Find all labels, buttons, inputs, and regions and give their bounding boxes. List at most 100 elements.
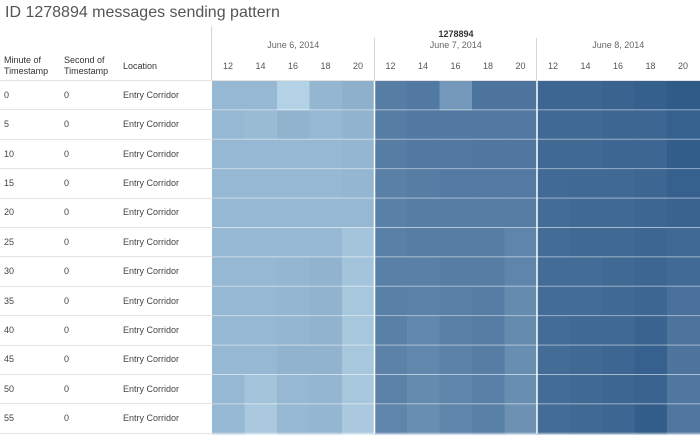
heatmap-cell[interactable] [472,169,505,200]
heatmap-cell[interactable] [407,81,440,111]
heatmap-cell[interactable] [569,81,603,111]
heatmap-cell[interactable] [212,257,245,288]
heatmap-cell[interactable] [212,228,245,258]
heatmap-cell[interactable] [602,286,635,317]
heatmap-cell[interactable] [472,81,505,111]
heatmap-cell[interactable] [504,169,538,200]
heatmap-cell[interactable] [244,257,278,288]
heatmap-cell[interactable] [537,316,570,347]
heatmap-cell[interactable] [602,110,635,141]
heatmap-cell[interactable] [504,375,538,405]
heatmap-cell[interactable] [407,257,440,288]
heatmap-cell[interactable] [667,257,700,288]
heatmap-cell[interactable] [309,316,343,347]
heatmap-cell[interactable] [244,81,278,111]
heatmap-cell[interactable] [244,169,278,200]
heatmap-cell[interactable] [244,110,278,141]
heatmap-cell[interactable] [407,316,440,347]
heatmap-cell[interactable] [374,198,408,229]
heatmap-cell[interactable] [667,110,700,141]
heatmap-cell[interactable] [537,110,570,141]
heatmap-cell[interactable] [309,375,343,405]
heatmap-cell[interactable] [342,375,375,405]
heatmap-cell[interactable] [439,169,473,200]
heatmap-cell[interactable] [309,345,343,376]
heatmap-cell[interactable] [472,110,505,141]
heatmap-cell[interactable] [634,257,668,288]
heatmap-cell[interactable] [504,139,538,170]
heatmap-cell[interactable] [504,316,538,347]
heatmap-cell[interactable] [439,139,473,170]
heatmap-cell[interactable] [342,404,375,435]
heatmap-cell[interactable] [342,110,375,141]
heatmap-cell[interactable] [309,228,343,258]
heatmap-cell[interactable] [439,316,473,347]
heatmap-cell[interactable] [537,286,570,317]
heatmap-cell[interactable] [537,81,570,111]
heatmap-cell[interactable] [569,316,603,347]
heatmap-cell[interactable] [602,316,635,347]
heatmap-cell[interactable] [212,139,245,170]
heatmap-cell[interactable] [244,316,278,347]
heatmap-cell[interactable] [537,169,570,200]
heatmap-cell[interactable] [439,228,473,258]
heatmap-cell[interactable] [244,198,278,229]
heatmap-cell[interactable] [537,375,570,405]
heatmap-cell[interactable] [569,404,603,435]
heatmap-cell[interactable] [407,375,440,405]
heatmap-cell[interactable] [504,228,538,258]
heatmap-cell[interactable] [277,286,310,317]
heatmap-cell[interactable] [472,345,505,376]
heatmap-cell[interactable] [212,110,245,141]
heatmap-cell[interactable] [439,257,473,288]
heatmap-cell[interactable] [342,345,375,376]
heatmap-cell[interactable] [569,257,603,288]
heatmap-cell[interactable] [374,169,408,200]
heatmap-cell[interactable] [277,257,310,288]
heatmap-cell[interactable] [342,81,375,111]
heatmap-cell[interactable] [277,345,310,376]
heatmap-cell[interactable] [244,375,278,405]
heatmap-cell[interactable] [439,345,473,376]
heatmap-cell[interactable] [472,228,505,258]
heatmap-cell[interactable] [439,198,473,229]
heatmap-cell[interactable] [212,316,245,347]
heatmap-cell[interactable] [309,169,343,200]
heatmap-cell[interactable] [602,139,635,170]
heatmap-cell[interactable] [472,139,505,170]
heatmap-cell[interactable] [277,110,310,141]
heatmap-cell[interactable] [667,316,700,347]
heatmap-cell[interactable] [342,257,375,288]
heatmap-cell[interactable] [472,286,505,317]
heatmap-cell[interactable] [407,110,440,141]
heatmap-cell[interactable] [309,198,343,229]
heatmap-cell[interactable] [634,316,668,347]
heatmap-cell[interactable] [244,404,278,435]
heatmap-cell[interactable] [309,257,343,288]
heatmap-cell[interactable] [634,198,668,229]
heatmap-cell[interactable] [212,345,245,376]
heatmap-cell[interactable] [569,375,603,405]
heatmap-cell[interactable] [374,81,408,111]
heatmap-cell[interactable] [439,375,473,405]
heatmap-cell[interactable] [537,139,570,170]
heatmap-cell[interactable] [342,169,375,200]
heatmap-cell[interactable] [374,257,408,288]
heatmap-cell[interactable] [634,139,668,170]
heatmap-cell[interactable] [374,110,408,141]
heatmap-cell[interactable] [407,198,440,229]
heatmap-cell[interactable] [407,345,440,376]
heatmap-cell[interactable] [342,286,375,317]
heatmap-cell[interactable] [212,375,245,405]
heatmap-cell[interactable] [407,404,440,435]
heatmap-cell[interactable] [602,345,635,376]
heatmap-cell[interactable] [277,139,310,170]
heatmap-cell[interactable] [244,286,278,317]
heatmap-cell[interactable] [537,198,570,229]
heatmap-cell[interactable] [439,110,473,141]
heatmap-cell[interactable] [277,198,310,229]
heatmap-cell[interactable] [504,81,538,111]
heatmap-cell[interactable] [602,81,635,111]
heatmap-cell[interactable] [277,228,310,258]
heatmap-cell[interactable] [244,345,278,376]
